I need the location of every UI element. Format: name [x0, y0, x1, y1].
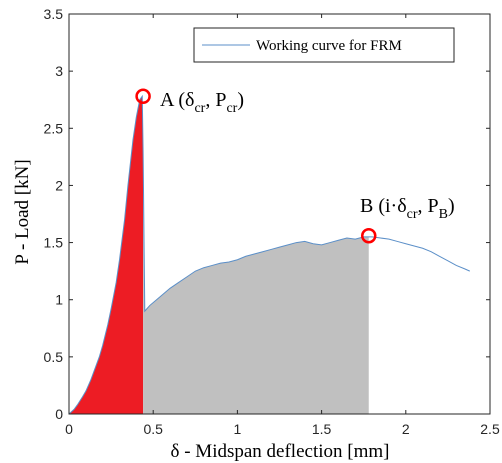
plot-frame	[68, 13, 491, 415]
x-tick-label-4: 2	[402, 421, 410, 437]
annotation-a: A (δcr, Pcr)	[160, 89, 244, 116]
axes	[68, 13, 491, 415]
marker-0	[135, 88, 151, 105]
shaded-region-1	[143, 151, 369, 414]
y-axis-title: P - Load [kN]	[12, 159, 33, 264]
x-axis-title: δ - Midspan deflection [mm]	[171, 441, 390, 462]
tick-labels: 0 0.5 1 1.5 2 2.5 0 0.5 1 1.5 2 2.5 3 3.5	[44, 6, 500, 437]
series-line-0	[68, 94, 470, 415]
y-tick-label-3: 1.5	[44, 235, 64, 251]
legend-label: Working curve for FRM	[256, 38, 402, 54]
y-tick-label-7: 3.5	[44, 6, 64, 22]
y-tick-label-5: 2.5	[44, 120, 64, 136]
markers	[135, 88, 377, 244]
x-tick-label-2: 1	[234, 421, 242, 437]
y-tick-label-0: 0	[55, 406, 63, 422]
x-tick-label-0: 0	[65, 421, 73, 437]
y-tick-label-4: 2	[55, 177, 63, 193]
x-tick-label-1: 0.5	[143, 421, 163, 437]
x-tick-label-3: 1.5	[312, 421, 332, 437]
marker-1	[361, 227, 377, 244]
y-tick-label-1: 0.5	[44, 349, 64, 365]
y-tick-label-2: 1	[55, 292, 63, 308]
shaded-region-0	[69, 96, 144, 415]
x-tick-label-5: 2.5	[480, 421, 500, 437]
y-tick-label-6: 3	[55, 63, 63, 79]
series-lines	[68, 94, 470, 415]
annotation-b: B (i·δcr, PB)	[360, 195, 455, 222]
legend: Working curve for FRM	[193, 27, 455, 63]
shaded-regions	[69, 96, 369, 415]
